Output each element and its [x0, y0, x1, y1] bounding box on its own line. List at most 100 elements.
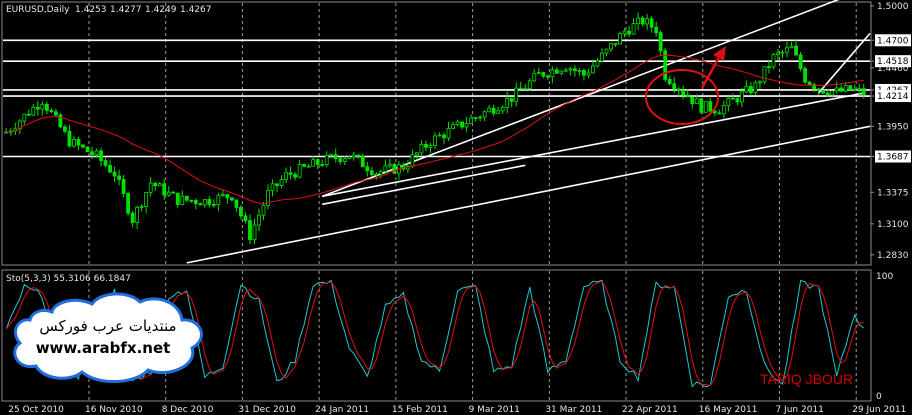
- candle-body: [257, 214, 261, 226]
- candle-body: [455, 121, 460, 126]
- candle-body: [202, 199, 207, 206]
- time-axis-label: 15 Feb 2011: [392, 405, 448, 415]
- candle-body: [63, 126, 67, 132]
- candle-body: [460, 121, 464, 128]
- candle-body: [58, 114, 63, 128]
- candle-body: [469, 117, 474, 124]
- candle-body: [297, 164, 302, 178]
- candle-body: [311, 159, 316, 167]
- price-tick-label: 1.4460: [877, 64, 909, 74]
- candle-body: [374, 173, 379, 176]
- stoch-main-line: [5, 279, 864, 388]
- trendline: [186, 125, 871, 264]
- candle-body: [491, 107, 496, 114]
- price-tick-label: 1.2830: [877, 251, 909, 261]
- candle-body: [180, 195, 185, 205]
- candle-body: [609, 43, 613, 50]
- candle-body: [708, 101, 713, 112]
- candle-body: [139, 206, 144, 208]
- candle-body: [780, 51, 785, 54]
- candle-body: [618, 33, 622, 45]
- candle-body: [762, 66, 767, 83]
- candle-body: [184, 195, 189, 201]
- candle-body: [451, 124, 455, 129]
- candle-body: [31, 106, 36, 116]
- candle-body: [536, 72, 541, 75]
- candle-body: [4, 131, 9, 134]
- candle-body: [744, 86, 749, 93]
- candle-body: [785, 47, 789, 53]
- candle-body: [166, 191, 171, 196]
- candle-body: [356, 154, 361, 157]
- candle-body: [270, 183, 275, 192]
- watermark-url: www.arabfx.net: [36, 339, 171, 357]
- candle-body: [776, 52, 780, 55]
- candle-body: [523, 87, 528, 90]
- ohlc-close: 1.4267: [180, 5, 212, 15]
- candle-body: [730, 97, 735, 100]
- candle-body: [189, 199, 194, 202]
- candle-body: [591, 65, 595, 74]
- time-axis-label: 22 Apr 2011: [622, 405, 678, 415]
- candle-body: [825, 92, 830, 96]
- price-tick-label: 1.4214: [877, 92, 909, 102]
- candle-body: [771, 54, 776, 68]
- candle-body: [261, 204, 266, 216]
- candle-body: [35, 106, 40, 110]
- candle-body: [482, 111, 487, 118]
- horizontal-levels: [3, 39, 870, 158]
- watermark-cloud: منتديات عرب فوركس www.arabfx.net: [13, 292, 203, 384]
- candle-body: [49, 109, 54, 113]
- candle-body: [600, 52, 604, 62]
- candle-body: [99, 150, 103, 161]
- candle-body: [302, 164, 307, 167]
- candle-body: [627, 30, 631, 35]
- time-axis-label: 31 Mar 2011: [545, 405, 602, 415]
- candle-body: [622, 30, 627, 35]
- candle-body: [81, 144, 85, 148]
- candle-body: [604, 48, 609, 54]
- author-signature: TARIQ JBOUR: [760, 371, 853, 387]
- candle-body: [509, 97, 514, 102]
- candle-body: [690, 96, 695, 104]
- candle-body: [85, 146, 90, 153]
- candle-body: [758, 81, 762, 84]
- candle-body: [685, 94, 690, 98]
- candle-body: [387, 163, 392, 167]
- price-tick-label: 1.5000: [877, 2, 909, 12]
- ohlc-high: 1.4277: [110, 5, 142, 15]
- candle-body: [649, 18, 654, 28]
- candle-body: [410, 154, 415, 167]
- breakout-arrow-head: [713, 46, 726, 61]
- candle-body: [663, 50, 668, 80]
- candle-body: [243, 215, 248, 222]
- candle-body: [631, 23, 636, 35]
- candle-body: [220, 194, 225, 196]
- candle-body: [437, 134, 442, 137]
- trendline: [322, 92, 864, 198]
- candle-body: [135, 206, 140, 223]
- candle-body: [90, 151, 94, 156]
- candle-body: [532, 72, 537, 82]
- ohlc-low: 1.4249: [145, 5, 177, 15]
- price-tick-label: 1.4700: [877, 36, 909, 46]
- candle-body: [541, 72, 546, 77]
- candle-body: [230, 197, 234, 201]
- candle-body: [613, 43, 618, 46]
- candle-body: [108, 164, 112, 173]
- stoch-header: Sto(5,3,3) 55.3106 66.1847: [6, 274, 131, 284]
- candle-body: [442, 134, 446, 139]
- candle-body: [654, 26, 659, 33]
- candle-body: [306, 165, 311, 168]
- trendline: [322, 164, 526, 206]
- candle-body: [852, 88, 857, 91]
- candle-body: [342, 158, 347, 162]
- price-tick-highlight: [875, 90, 911, 103]
- candle-body: [807, 81, 812, 85]
- candle-body: [545, 75, 550, 78]
- candle-body: [207, 199, 212, 205]
- candle-body: [347, 156, 352, 160]
- candle-body: [26, 113, 31, 116]
- candle-body: [496, 110, 501, 114]
